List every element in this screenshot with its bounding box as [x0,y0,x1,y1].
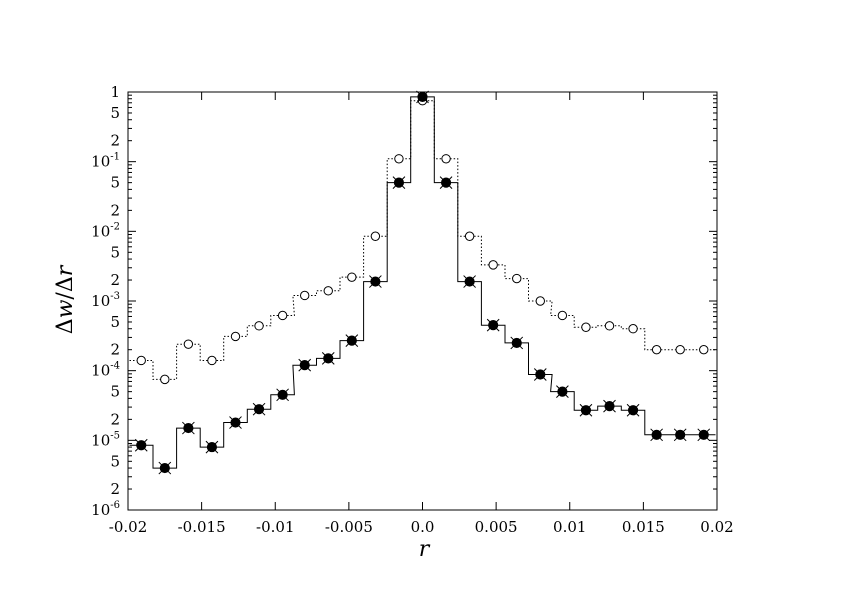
open-circle-point [464,231,475,241]
y-minor-tick-label: 2 [110,480,120,498]
cross-point [626,403,640,417]
open-circle-point [604,321,615,331]
cross-point [369,275,382,288]
cross-point [697,428,711,442]
open-circle-point [441,154,451,164]
y-tick-label: 1 [110,83,120,101]
x-tick-label: -0.02 [109,518,147,536]
cross-point [439,176,453,189]
y-minor-tick-label: 2 [110,410,120,428]
open-circle-point [277,310,288,321]
cross-point [533,368,547,381]
y-minor-tick-label: 5 [110,174,120,192]
y-minor-tick-label: 5 [110,104,120,122]
cross-point [673,428,687,442]
y-minor-tick-label: 2 [110,201,120,219]
x-tick-label: 0.01 [553,518,586,536]
y-tick-label: 10-2 [91,221,120,240]
y-tick-label: 10-1 [91,152,120,171]
x-tick-label: -0.005 [325,518,373,536]
cross-point [276,388,289,402]
x-tick-label: 0.0 [411,518,435,536]
cross-point [252,402,266,416]
open-circle-point [512,273,522,284]
cross-point [321,352,335,365]
y-tick-label: 10-6 [91,500,120,519]
dotted-step-line [129,100,716,380]
open-circle-point [651,344,662,355]
cross-point [158,461,172,475]
cross-point [205,440,219,454]
open-circle-point [557,310,568,321]
x-tick-label: 0.015 [622,518,665,536]
open-circle-point [347,272,357,282]
cross-point [298,358,312,372]
y-minor-tick-label: 5 [110,243,120,261]
y-minor-tick-label: 5 [110,452,120,470]
cross-point [134,438,148,452]
cross-point [229,416,242,429]
axes-layer: -0.02 -0.015 -0.01 -0.005 0.0 0.005 0.01 0.015 0… [91,83,734,536]
open-circle-point [581,322,591,332]
cross-point [392,176,406,189]
open-circle-point [323,286,333,296]
cross-point [463,275,476,288]
cross-point [603,399,616,413]
open-circle-point [230,331,241,342]
open-circle-point [370,231,381,241]
open-circle-point [699,344,709,355]
y-minor-tick-label: 2 [110,341,120,359]
cross-point [579,403,593,417]
open-circle-point [160,374,170,385]
x-axis-label: r [419,537,431,562]
y-minor-tick-label: 2 [110,271,120,289]
cross-point [486,318,500,332]
y-minor-tick-label: 5 [110,383,120,401]
open-circle-point [136,355,146,366]
series-dotted-step-open-circle [129,96,716,385]
open-circle-point [183,339,194,349]
open-circle-point [300,290,310,301]
y-tick-label: 10-5 [91,430,120,449]
x-tick-label: 0.02 [700,518,733,536]
open-circle-point [675,344,685,355]
series-cross-marker [134,90,711,475]
y-minor-tick-label: 5 [110,313,120,331]
open-circle-point [394,154,404,164]
open-circle-point [488,260,498,270]
y-tick-label: 10-4 [91,361,120,380]
x-tick-label: 0.005 [475,518,518,536]
y-axis-label: Δw/Δr [53,264,78,334]
cross-point [650,428,663,442]
cross-point [182,421,195,435]
solid-step-line [129,96,716,469]
open-circle-point [254,321,264,331]
open-circle-point [535,296,545,306]
cross-point [556,385,569,398]
cross-point [510,336,524,350]
x-tick-label: -0.01 [256,518,294,536]
y-minor-tick-label: 2 [110,132,120,150]
open-circle-point [628,324,638,334]
series-layer [129,90,716,475]
y-tick-label: 10-3 [91,291,120,310]
x-tick-label: -0.015 [178,518,226,536]
open-circle-point [207,355,217,366]
cross-point [345,334,359,347]
